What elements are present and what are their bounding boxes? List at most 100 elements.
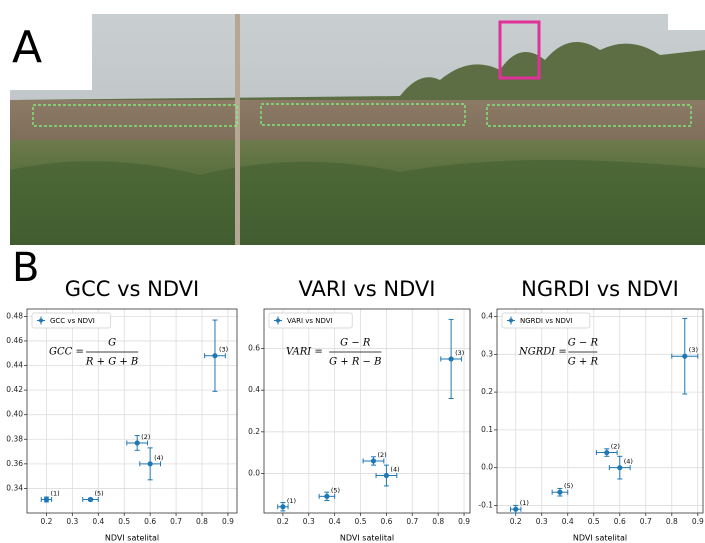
data-point — [212, 353, 217, 358]
x-tick-label: 0.5 — [355, 517, 367, 526]
x-tick-label: 0.8 — [196, 517, 208, 526]
x-tick-label: 0.5 — [118, 517, 130, 526]
formula-lhs: GCC = — [49, 347, 84, 358]
formula-lhs: VARI = — [286, 347, 323, 358]
formula-denominator: G + R − B — [329, 357, 381, 368]
x-tick-label: 0.9 — [222, 517, 234, 526]
point-label: (2) — [141, 433, 150, 441]
y-tick-label: 0.48 — [6, 311, 23, 320]
chart-title: NGRDI vs NDVI — [521, 277, 679, 301]
point-label: (3) — [219, 346, 228, 354]
y-tick-label: 0.38 — [6, 434, 23, 443]
data-point — [88, 497, 93, 502]
plot-frame — [27, 309, 237, 513]
x-tick-label: 0.2 — [510, 517, 522, 526]
x-tick-label: 0.3 — [303, 517, 315, 526]
y-tick-label: 0.6 — [248, 344, 260, 353]
legend-marker — [276, 319, 280, 323]
point-label: (2) — [611, 443, 620, 451]
legend-label: NGRDI vs NDVI — [520, 317, 573, 325]
y-tick-label: 0.42 — [6, 385, 23, 394]
x-axis-label: NDVI satelital — [573, 534, 627, 543]
legend-marker — [39, 319, 43, 323]
data-point — [44, 497, 49, 502]
y-tick-label: 0.2 — [248, 427, 260, 436]
data-point — [617, 465, 622, 470]
data-point — [280, 504, 285, 509]
y-tick-label: 0.1 — [481, 425, 493, 434]
data-point — [135, 440, 140, 445]
x-axis-label: NDVI satelital — [340, 534, 394, 543]
x-tick-label: 0.8 — [432, 517, 444, 526]
legend: VARI vs NDVI — [269, 313, 352, 328]
point-label: (3) — [455, 349, 464, 357]
x-tick-label: 0.4 — [562, 517, 574, 526]
y-tick-label: 0.4 — [481, 312, 493, 321]
x-tick-label: 0.9 — [692, 517, 704, 526]
point-label: (1) — [520, 499, 529, 507]
y-tick-label: 0.0 — [481, 463, 493, 472]
data-point — [513, 507, 518, 512]
y-tick-label: 0.46 — [6, 336, 23, 345]
y-tick-label: 0.4 — [248, 385, 260, 394]
y-tick-label: 0.2 — [481, 387, 493, 396]
formula-numerator: G — [108, 338, 116, 349]
legend-label: VARI vs NDVI — [287, 317, 333, 325]
point-label: (2) — [377, 451, 386, 459]
x-tick-label: 0.9 — [458, 517, 470, 526]
data-point — [682, 354, 687, 359]
point-label: (5) — [564, 482, 573, 490]
legend: GCC vs NDVI — [32, 313, 111, 328]
formula-numerator: G − R — [340, 338, 371, 349]
x-tick-label: 0.6 — [614, 517, 626, 526]
y-tick-label: 0.3 — [481, 349, 493, 358]
point-label: (4) — [624, 458, 633, 466]
point-label: (1) — [50, 489, 59, 497]
point-label: (4) — [390, 466, 399, 474]
y-tick-label: 0.44 — [6, 361, 23, 370]
x-tick-label: 0.6 — [144, 517, 156, 526]
figure: A B GCC vs NDVI 0.34 0.36 0.38 0.40 0.42 0.44 0… — [0, 0, 705, 543]
data-point — [148, 461, 153, 466]
y-tick-label: -0.1 — [478, 500, 493, 509]
point-label: (1) — [287, 497, 296, 505]
data-point — [371, 458, 376, 463]
photo — [0, 0, 705, 245]
panel-label: B — [12, 245, 39, 291]
formula-numerator: G − R — [568, 338, 599, 349]
data-point — [449, 356, 454, 361]
x-tick-label: 0.5 — [588, 517, 600, 526]
data-point — [384, 473, 389, 478]
formula-denominator: G + R — [568, 357, 599, 368]
x-tick-label: 0.8 — [666, 517, 678, 526]
formula-denominator: R + G + B — [85, 357, 138, 368]
data-point — [604, 450, 609, 455]
chart-title: GCC vs NDVI — [65, 277, 199, 301]
x-tick-label: 0.3 — [536, 517, 548, 526]
x-tick-label: 0.4 — [92, 517, 104, 526]
point-label: (4) — [154, 454, 163, 462]
legend: NGRDI vs NDVI — [502, 313, 590, 328]
point-label: (5) — [331, 486, 340, 494]
x-tick-label: 0.7 — [406, 517, 418, 526]
formula-lhs: NGRDI = — [518, 347, 567, 358]
data-point — [324, 494, 329, 499]
legend-label: GCC vs NDVI — [50, 317, 95, 325]
chart-title: VARI vs NDVI — [299, 277, 436, 301]
y-tick-label: 0.34 — [6, 483, 23, 492]
x-tick-label: 0.2 — [40, 517, 52, 526]
x-axis-label: NDVI satelital — [105, 534, 159, 543]
x-tick-label: 0.2 — [277, 517, 289, 526]
panel-label: A — [12, 22, 42, 73]
x-tick-label: 0.3 — [66, 517, 78, 526]
x-tick-label: 0.4 — [329, 517, 341, 526]
point-label: (5) — [95, 489, 104, 497]
y-tick-label: 0.0 — [248, 468, 260, 477]
y-tick-label: 0.36 — [6, 459, 23, 468]
x-tick-label: 0.6 — [380, 517, 392, 526]
data-point — [557, 490, 562, 495]
legend-marker — [509, 319, 513, 323]
y-tick-label: 0.40 — [6, 410, 23, 419]
x-tick-label: 0.7 — [170, 517, 182, 526]
x-tick-label: 0.7 — [640, 517, 652, 526]
